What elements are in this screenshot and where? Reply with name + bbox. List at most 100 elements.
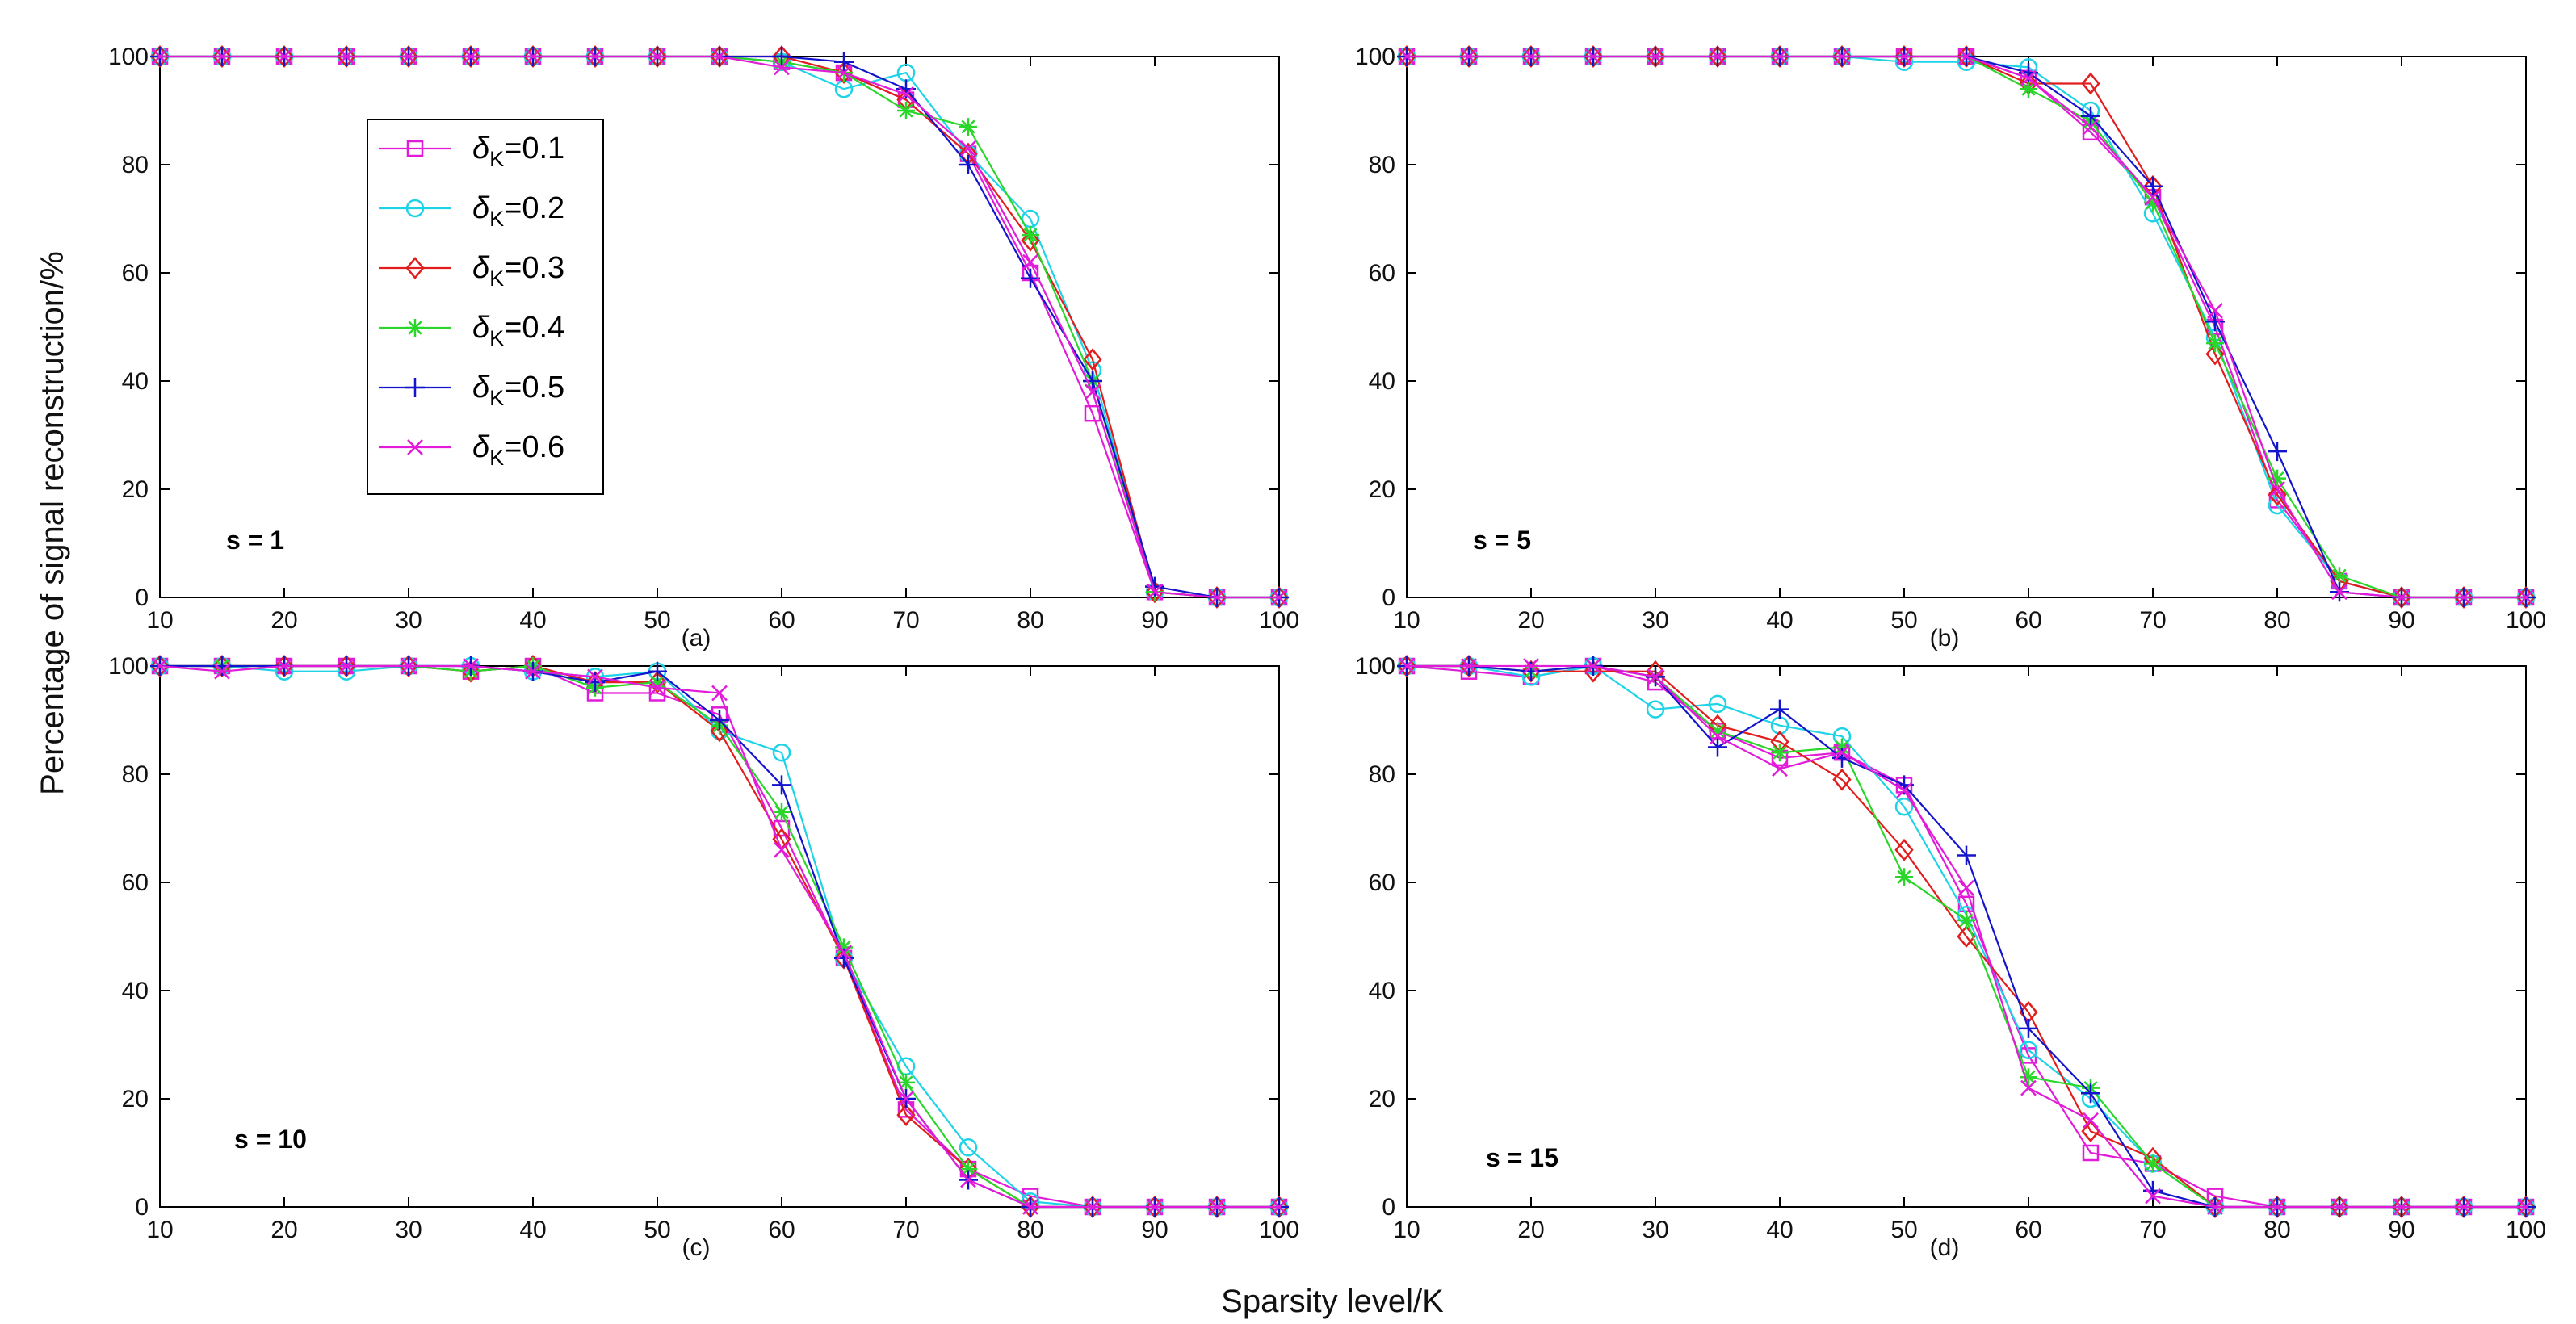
data-point: [1834, 744, 1850, 761]
panel-label: (a): [682, 625, 711, 652]
data-point: [711, 685, 728, 702]
panel-3: 10 20 30 40 50 60 70 80 90 100 0 20 40 60 80 100 s = 10 (…: [108, 653, 1299, 1261]
data-point: [2020, 80, 2037, 98]
data-point: [1770, 699, 1789, 719]
data-point: [1772, 48, 1788, 65]
data-point: [959, 1138, 978, 1157]
series-6: [1399, 48, 2534, 605]
x-tick-label: 20: [271, 607, 297, 634]
data-point: [2207, 1199, 2223, 1215]
x-tick-label: 50: [1890, 1217, 1917, 1243]
data-point: [1958, 879, 1974, 896]
data-point: [401, 658, 417, 674]
x-tick-label: 30: [1642, 1217, 1668, 1243]
data-point: [2145, 1188, 2161, 1205]
x-tick-label: 60: [2015, 1217, 2041, 1243]
data-point: [1085, 383, 1101, 400]
data-point: [214, 663, 230, 680]
data-point: [1710, 728, 1726, 744]
data-point: [896, 1104, 916, 1127]
x-tick-label: 60: [768, 1217, 795, 1243]
data-point: [2081, 1083, 2100, 1104]
data-point: [2145, 189, 2161, 206]
x-tick-label: 50: [644, 1217, 670, 1243]
x-tick-label: 60: [2015, 607, 2041, 634]
x-tick-label: 90: [1141, 607, 1168, 634]
data-point: [648, 671, 667, 694]
x-tick-label: 60: [768, 607, 795, 634]
data-point: [1461, 658, 1477, 674]
data-point: [1147, 1199, 1163, 1215]
data-point: [2019, 1018, 2038, 1038]
data-point: [587, 668, 603, 685]
data-point: [836, 945, 852, 961]
data-point: [2268, 483, 2287, 506]
data-point: [1021, 228, 1040, 252]
data-point: [2518, 1199, 2534, 1215]
legend-item: δK=0.2: [379, 191, 564, 231]
panel-label: (b): [1930, 625, 1960, 652]
data-point: [152, 48, 168, 65]
data-point: [1709, 722, 1726, 740]
data-point: [1647, 48, 1663, 65]
data-point: [960, 140, 976, 157]
data-point: [1708, 737, 1727, 757]
data-point: [649, 679, 665, 696]
data-point: [1832, 768, 1852, 791]
legend-item: δK=0.4: [379, 311, 564, 350]
y-tick-label: 100: [108, 653, 149, 680]
data-point: [401, 48, 417, 65]
x-tick-label: 70: [892, 1217, 919, 1243]
series-6: [152, 658, 1287, 1215]
data-point: [2269, 1199, 2285, 1215]
y-tick-label: 60: [1369, 869, 1395, 896]
data-point: [1022, 253, 1038, 270]
y-tick-label: 80: [1369, 761, 1395, 788]
data-point: [1646, 700, 1665, 719]
data-point: [1957, 895, 1975, 913]
data-point: [338, 658, 355, 674]
data-point: [1833, 738, 1851, 756]
data-point: [772, 743, 791, 762]
data-point: [1896, 782, 1912, 798]
x-tick-label: 40: [1766, 607, 1793, 634]
data-point: [1021, 268, 1040, 288]
x-tick-label: 70: [892, 607, 919, 634]
data-point: [1209, 1199, 1225, 1215]
data-point: [2331, 1199, 2347, 1215]
series-6: [1399, 658, 2534, 1215]
data-point: [2207, 303, 2223, 319]
data-point: [2393, 1199, 2410, 1215]
data-point: [1585, 48, 1601, 65]
data-point: [2081, 72, 2100, 95]
legend-label: δK=0.5: [472, 371, 564, 410]
data-point: [2268, 442, 2287, 462]
data-point: [2205, 312, 2225, 332]
panel-label: (c): [682, 1234, 711, 1261]
y-tick-label: 20: [122, 476, 149, 503]
y-tick-label: 40: [122, 368, 149, 395]
y-tick-label: 60: [122, 869, 149, 896]
data-point: [1896, 48, 1912, 65]
data-point: [1022, 226, 1039, 245]
data-point: [338, 48, 355, 65]
y-tick-label: 80: [122, 152, 149, 178]
data-point: [2020, 69, 2037, 86]
x-tick-label: 80: [1017, 607, 1043, 634]
y-tick-label: 20: [1369, 1086, 1395, 1112]
data-point: [276, 48, 292, 65]
x-tick-label: 90: [2388, 607, 2414, 634]
x-tick-label: 10: [146, 607, 173, 634]
x-tick-label: 20: [1517, 1217, 1544, 1243]
legend-item: δK=0.1: [379, 132, 564, 171]
data-point: [1771, 744, 1789, 762]
x-tick-label: 80: [1017, 1217, 1043, 1243]
data-point: [1772, 760, 1788, 777]
legend-label: δK=0.6: [472, 430, 564, 470]
x-tick-label: 80: [2263, 1217, 2290, 1243]
x-tick-label: 20: [271, 1217, 297, 1243]
data-point: [1083, 371, 1102, 391]
data-point: [2020, 1079, 2037, 1096]
data-point: [649, 48, 665, 65]
